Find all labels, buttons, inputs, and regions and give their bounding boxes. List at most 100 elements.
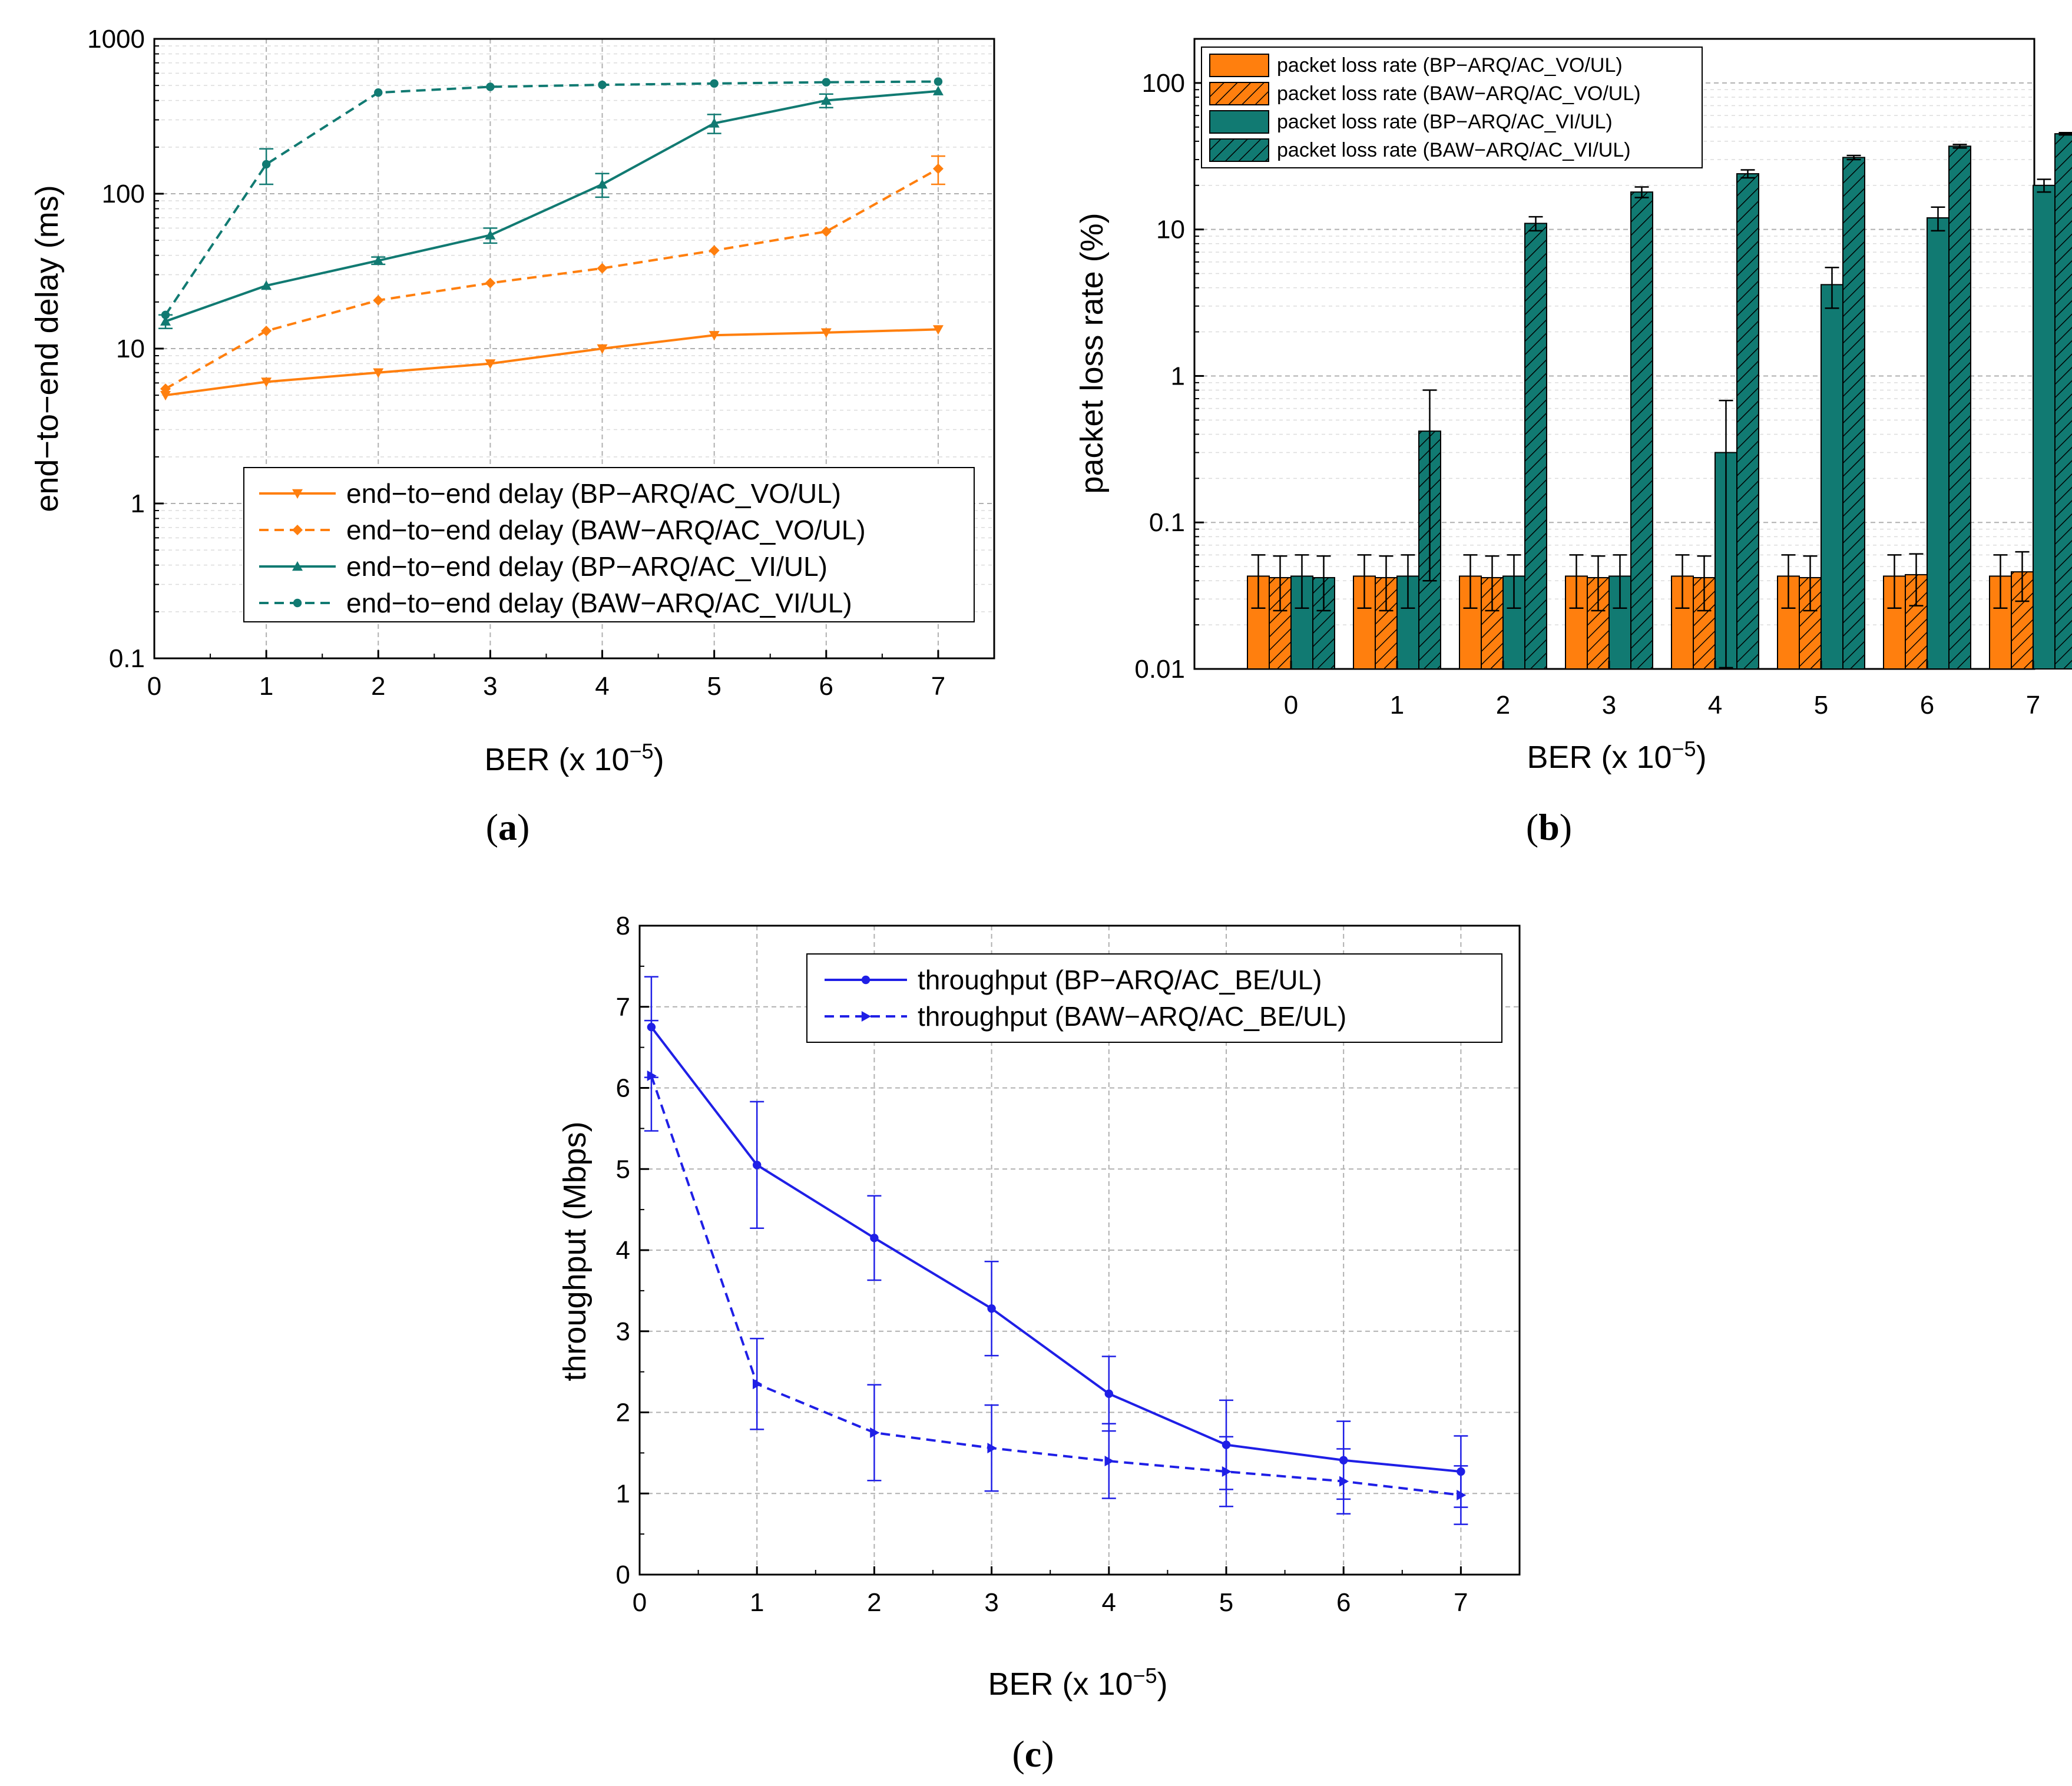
x-tick-label: 2 bbox=[371, 672, 385, 701]
legend-label-3: packet loss rate (BAW−ARQ/AC_VI/UL) bbox=[1277, 139, 1631, 161]
legend-swatch-2 bbox=[1209, 110, 1269, 134]
y-tick-label: 2 bbox=[616, 1399, 630, 1427]
bar-3 bbox=[2054, 133, 2072, 670]
legend-label-3: end−to−end delay (BAW−ARQ/AC_VI/UL) bbox=[346, 588, 852, 618]
bar-3 bbox=[1842, 157, 1865, 670]
data-point-1 bbox=[820, 226, 832, 237]
y-tick-label: 1 bbox=[616, 1479, 630, 1508]
data-point-0 bbox=[932, 325, 944, 335]
legend-marker-0 bbox=[861, 975, 870, 985]
data-point-1 bbox=[1104, 1456, 1114, 1467]
legend-marker-1 bbox=[861, 1011, 871, 1022]
x-tick-label: 0 bbox=[147, 672, 161, 701]
panel-a-ylabel: end−to−end delay (ms) bbox=[29, 185, 65, 512]
panel-b-xlabel-text: BER (x 10 bbox=[1527, 740, 1671, 775]
data-point-3 bbox=[374, 88, 383, 97]
x-tick-label: 4 bbox=[1708, 691, 1722, 720]
series-line-1 bbox=[650, 1075, 1461, 1496]
panel-c-series bbox=[644, 976, 1468, 1525]
y-tick-label: 1000 bbox=[87, 25, 145, 54]
y-tick-label: 0.1 bbox=[109, 644, 145, 673]
bar-3 bbox=[1948, 145, 1971, 670]
legend-label-0: throughput (BP−ARQ/AC_BE/UL) bbox=[918, 965, 1322, 995]
panel-c-xlabel: BER (x 10−5) bbox=[988, 1664, 1167, 1702]
data-point-0 bbox=[373, 368, 384, 378]
x-tick-label: 3 bbox=[1602, 691, 1616, 720]
legend-label-2: packet loss rate (BP−ARQ/AC_VI/UL) bbox=[1277, 111, 1613, 133]
legend-marker-2 bbox=[292, 561, 303, 571]
panel-a-xlabel: BER (x 10−5) bbox=[484, 739, 664, 778]
panel-a-series bbox=[158, 77, 945, 401]
legend-swatch-1 bbox=[1209, 82, 1269, 105]
panel-a-xlabel-close: ) bbox=[654, 742, 664, 777]
data-point-1 bbox=[1339, 1476, 1349, 1487]
x-tick-label: 5 bbox=[1814, 691, 1828, 720]
bar-2 bbox=[1821, 284, 1843, 670]
panel-b: 0.01 0.1 1 10 100 0 1 2 3 4 5 6 7 packet loss rate (… bbox=[1074, 38, 2072, 848]
x-tick-label: 1 bbox=[750, 1588, 764, 1617]
y-tick-label: 7 bbox=[616, 993, 630, 1022]
data-point-0 bbox=[870, 1234, 879, 1242]
x-tick-label: 4 bbox=[1102, 1588, 1116, 1617]
panel-b-legend-box bbox=[1201, 47, 1703, 168]
panel-a-xlabel-text: BER (x 10 bbox=[484, 742, 629, 777]
legend-swatch-3 bbox=[1209, 138, 1269, 162]
series-line-1 bbox=[165, 167, 939, 390]
panel-b-ylabel: packet loss rate (%) bbox=[1074, 213, 1110, 493]
data-point-0 bbox=[987, 1304, 996, 1313]
data-point-3 bbox=[486, 82, 495, 91]
y-tick-label: 100 bbox=[102, 180, 145, 208]
data-point-1 bbox=[261, 326, 272, 337]
x-tick-label: 7 bbox=[1454, 1588, 1468, 1617]
legend-marker-0 bbox=[292, 489, 303, 499]
data-point-0 bbox=[597, 344, 608, 354]
series-line-0 bbox=[650, 1026, 1461, 1473]
data-point-1 bbox=[753, 1379, 763, 1390]
panel-c-xlabel-exp: −5 bbox=[1133, 1664, 1157, 1688]
data-point-1 bbox=[160, 383, 171, 395]
panel-b-xlabel-close: ) bbox=[1696, 740, 1707, 775]
panel-b-xlabel-exp: −5 bbox=[1672, 737, 1696, 761]
y-tick-label: 0.1 bbox=[1149, 508, 1185, 537]
panel-a-legend-box bbox=[243, 467, 975, 622]
legend-label-0: end−to−end delay (BP−ARQ/AC_VO/UL) bbox=[346, 478, 841, 509]
data-point-2 bbox=[373, 255, 384, 265]
panel-c-ylabel: throughput (Mbps) bbox=[557, 1121, 593, 1381]
series-line-2 bbox=[165, 90, 939, 323]
panel-c-xlabel-close: ) bbox=[1157, 1666, 1168, 1702]
y-tick-label: 1 bbox=[131, 489, 145, 518]
y-tick-label: 4 bbox=[616, 1236, 630, 1265]
y-tick-label: 8 bbox=[616, 912, 630, 940]
panel-c: 0 1 2 3 4 5 6 7 0 1 2 3 4 5 6 7 8 throughput (BP−ARQ/AC_… bbox=[557, 912, 1521, 1775]
legend-label-2: end−to−end delay (BP−ARQ/AC_VI/UL) bbox=[346, 551, 828, 582]
x-tick-label: 4 bbox=[595, 672, 609, 701]
data-point-0 bbox=[160, 390, 171, 401]
x-tick-label: 3 bbox=[483, 672, 497, 701]
legend-marker-3 bbox=[293, 598, 302, 608]
series-line-3 bbox=[164, 80, 938, 316]
data-point-2 bbox=[820, 95, 832, 105]
panel-b-bars bbox=[1247, 132, 2072, 670]
x-tick-label: 5 bbox=[1219, 1588, 1233, 1617]
data-point-1 bbox=[647, 1070, 657, 1081]
y-tick-label: 6 bbox=[616, 1074, 630, 1103]
data-point-0 bbox=[753, 1161, 762, 1169]
x-tick-label: 1 bbox=[259, 672, 273, 701]
data-point-1 bbox=[870, 1427, 880, 1438]
data-point-0 bbox=[1104, 1389, 1114, 1399]
x-tick-label: 7 bbox=[931, 672, 945, 701]
legend-label-1: packet loss rate (BAW−ARQ/AC_VO/UL) bbox=[1277, 82, 1641, 105]
data-point-2 bbox=[160, 316, 171, 326]
x-tick-label: 0 bbox=[633, 1588, 647, 1617]
data-point-2 bbox=[932, 85, 944, 95]
data-point-3 bbox=[934, 77, 943, 86]
panel-c-caption: (c) bbox=[1012, 1733, 1054, 1775]
data-point-0 bbox=[261, 377, 272, 387]
legend-swatch-0 bbox=[1209, 54, 1269, 77]
y-tick-label: 0.01 bbox=[1134, 655, 1185, 684]
y-tick-label: 3 bbox=[616, 1317, 630, 1346]
x-tick-label: 7 bbox=[2026, 691, 2040, 720]
panel-a-ticks: 0 1 2 3 4 5 6 7 0.1 1 10 100 1000 bbox=[87, 25, 995, 701]
data-point-0 bbox=[709, 331, 720, 341]
data-point-3 bbox=[161, 310, 170, 320]
